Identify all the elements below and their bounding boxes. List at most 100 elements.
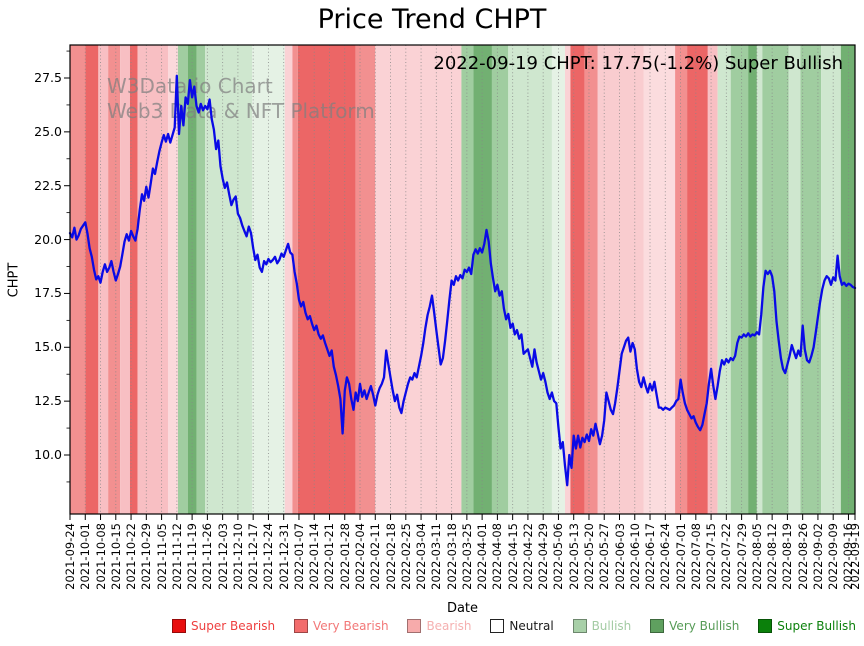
y-tick-label: 12.5 [34,393,62,409]
y-tick-label: 17.5 [34,285,62,301]
x-tick-label: 2022-01-07 [291,523,306,590]
sentiment-band-very_bearish [584,45,598,514]
y-tick-label: 20.0 [34,231,62,247]
sentiment-band-super_bullish [473,45,492,514]
legend-swatch-icon [650,619,665,633]
legend-item-very-bearish: Very Bearish [293,619,389,633]
sentiment-band-super_bearish [570,45,585,514]
legend-swatch-icon [293,619,308,633]
x-tick-label: 2021-11-05 [154,523,169,590]
legend-label: Very Bearish [312,619,389,633]
x-tick-label: 2021-11-19 [185,523,200,590]
sentiment-band-very_bullish [461,45,474,514]
y-tick-label: 27.5 [34,70,62,85]
x-tick-label: 2022-07-08 [688,523,703,590]
x-tick-label: 2022-05-27 [597,523,612,590]
sentiment-band-bearish [597,45,644,514]
sentiment-band-very_bullish [730,45,749,514]
x-tick-label: 2021-11-26 [200,523,215,590]
sentiment-band-bullish [821,45,841,514]
x-tick-label: 2022-04-29 [536,523,551,590]
x-tick-label: 2022-07-29 [734,523,749,590]
x-tick-label: 2022-09-09 [826,523,841,590]
x-tick-label: 2022-07-01 [673,523,688,590]
legend-label: Bearish [426,619,472,633]
legend-label: Super Bullish [777,619,856,633]
y-tick-label: 15.0 [34,339,62,355]
sentiment-band-bullish [551,45,565,514]
x-tick-label: 2021-10-01 [78,523,93,590]
legend-swatch-icon [490,619,505,633]
sentiment-band-bearish [643,45,676,514]
x-tick-label: 2021-10-08 [93,523,108,590]
legend-swatch-icon [407,619,422,633]
x-tick-label: 2022-05-13 [566,523,581,590]
x-tick-label: 2022-06-03 [612,523,627,590]
x-tick-label: 2022-08-05 [749,523,764,590]
sentiment-band-bearish [564,45,571,514]
sentiment-band-bullish [508,45,552,514]
x-tick-label: 2022-09-16 [841,523,856,590]
x-tick-label: 2021-12-24 [261,523,276,590]
x-axis-label: Date [446,601,479,616]
x-tick-label: 2022-06-10 [627,523,642,590]
watermark-line2: Web3 Data & NFT Platform [107,99,375,123]
sentiment-band-bullish [717,45,731,514]
x-tick-label: 2022-02-25 [398,523,413,590]
sentiment-band-super_bearish [687,45,708,514]
x-tick-label: 2022-05-20 [581,523,596,590]
x-tick-label: 2022-04-15 [505,523,520,590]
x-tick-label: 2022-08-26 [795,523,810,590]
sentiment-band-bearish [375,45,462,514]
x-tick-label: 2022-02-18 [383,523,398,590]
watermark: W3Data.io Chart Web3 Data & NFT Platform [107,74,375,124]
legend-swatch-icon [758,619,773,633]
x-tick-label: 2021-12-03 [215,523,230,590]
x-tick-label: 2021-10-22 [124,523,139,590]
sentiment-band-very_bullish [800,45,822,514]
legend-item-bearish: Bearish [407,619,472,633]
legend-swatch-icon [172,619,186,633]
x-tick-label: 2021-12-31 [276,523,291,590]
y-tick-label: 22.5 [34,177,62,193]
price-line-chpt [68,74,857,487]
x-tick-label: 2022-01-28 [337,523,352,590]
x-tick-label: 2022-02-11 [368,523,383,590]
x-tick-label: 2022-07-15 [704,523,719,590]
sentiment-band-bullish [756,45,763,514]
y-tick-label: 25.0 [34,123,62,139]
x-tick-label: 2022-03-04 [414,523,429,590]
x-tick-label: 2022-08-12 [765,523,780,590]
x-tick-label: 2022-05-06 [551,523,566,590]
x-tick-label: 2022-08-19 [780,523,795,590]
legend-item-neutral: Neutral [490,619,554,633]
sentiment-band-very_bearish [70,45,86,514]
legend-label: Neutral [509,619,554,633]
watermark-line1: W3Data.io Chart [107,74,273,98]
legend-item-bullish: Bullish [572,619,631,633]
x-tick-label: 2021-11-12 [169,523,184,590]
sentiment-band-very_bullish [762,45,789,514]
x-tick-label: 2022-03-11 [429,523,444,590]
y-tick-label: 10.0 [34,447,62,462]
x-tick-label: 2022-02-04 [353,523,367,590]
y-axis-label: CHPT [6,262,22,298]
sentiment-band-very_bearish [675,45,688,514]
x-tick-label: 2022-06-24 [658,523,673,590]
x-tick-label: 2021-09-24 [63,523,77,590]
x-tick-label: 2022-04-08 [490,523,505,590]
sentiment-legend: Super Bearish Very Bearish Bearish Neutral B… [172,619,856,633]
x-tick-label: 2022-03-18 [444,523,459,590]
x-tick-label: 2022-04-01 [475,523,490,590]
chart-title: Price Trend CHPT [317,4,547,35]
x-tick-label: 2022-07-22 [719,523,734,590]
x-tick-label: 2022-01-21 [322,523,337,590]
x-tick-label: 2022-06-17 [643,523,658,590]
latest-price-annotation: 2022-09-19 CHPT: 17.75(-1.2%) Super Bull… [433,53,843,74]
x-tick-label: 2021-12-17 [246,523,261,590]
legend-swatch-icon [572,619,587,633]
legend-label: Very Bullish [669,619,740,633]
x-tick-label: 2021-10-15 [108,523,123,590]
x-tick-label: 2021-12-10 [230,523,245,590]
